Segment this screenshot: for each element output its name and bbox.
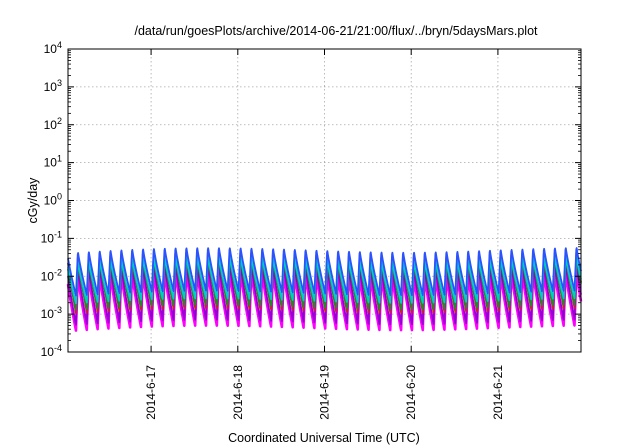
y-tick-label: 101: [44, 154, 62, 170]
x-tick-label: 2014-6-21: [491, 365, 505, 420]
x-axis-label: Coordinated Universal Time (UTC): [228, 431, 420, 445]
series-line-6: [67, 247, 582, 297]
y-axis-label: cGy/day: [26, 177, 40, 224]
ticks: 10-4 10-3 10-2 10-1 100 101 102 103 104 2014-6-17…: [41, 40, 581, 420]
x-tick-label: 2014-6-17: [144, 365, 158, 420]
x-tick-label: 2014-6-19: [318, 365, 332, 420]
chart-title: /data/run/goesPlots/archive/2014-06-21/2…: [134, 24, 538, 38]
y-tick-label: 10-3: [41, 305, 62, 321]
y-tick-label: 10-4: [41, 343, 62, 359]
series-group: [66, 247, 583, 332]
y-tick-label: 104: [44, 40, 62, 56]
y-tick-label: 102: [44, 116, 62, 132]
x-tick-label: 2014-6-20: [404, 365, 418, 420]
y-tick-label: 10-1: [41, 229, 62, 245]
y-tick-label: 10-2: [41, 267, 62, 283]
x-tick-label: 2014-6-18: [231, 365, 245, 420]
y-tick-label: 100: [44, 192, 62, 208]
y-tick-label: 103: [44, 78, 62, 94]
